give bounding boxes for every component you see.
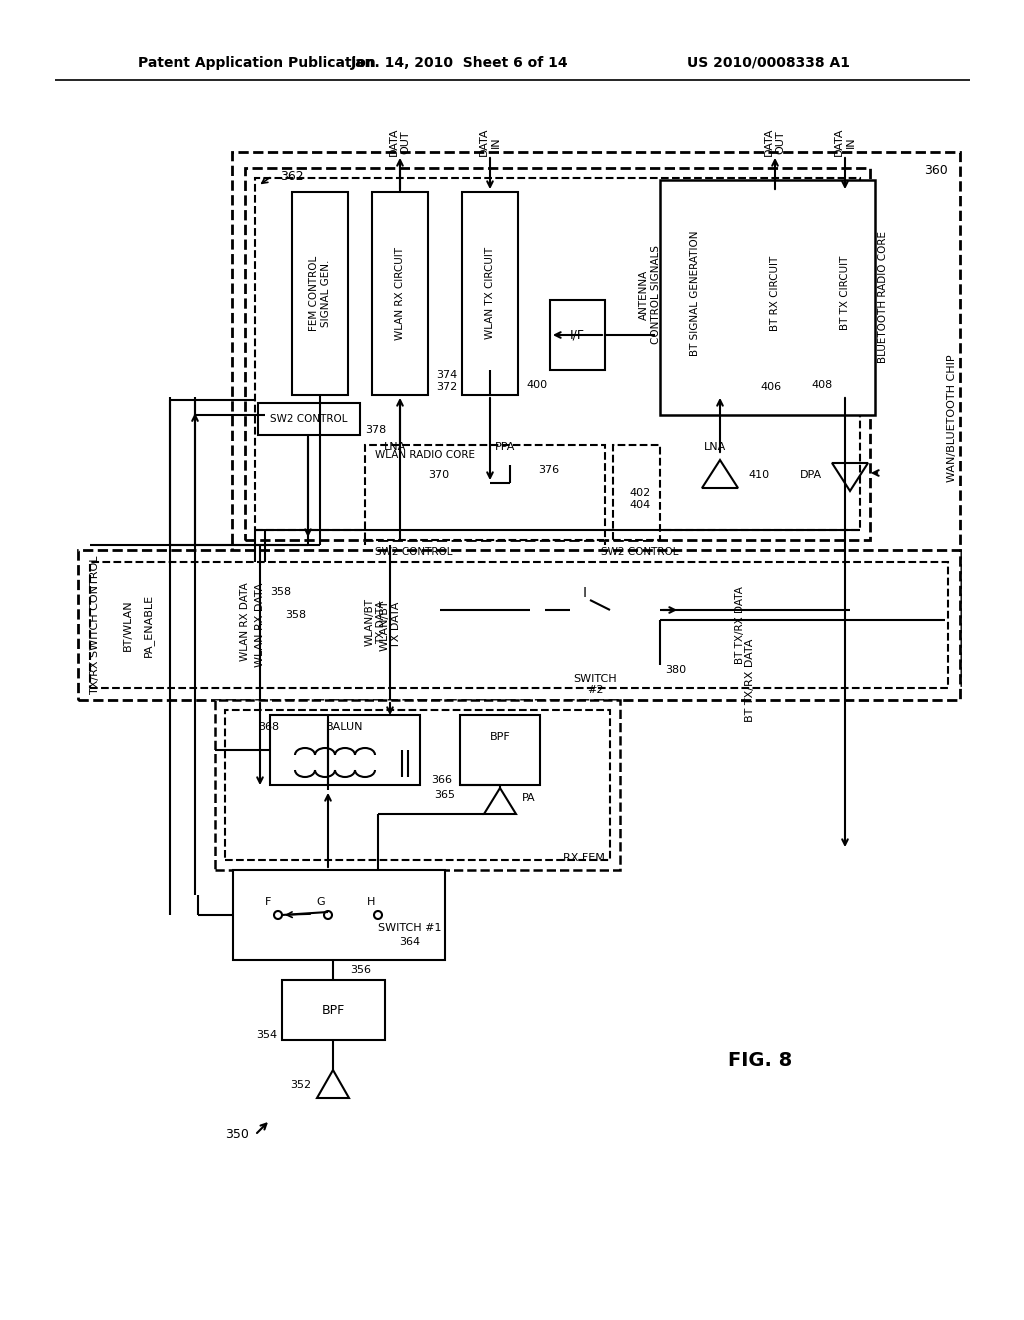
Text: 408: 408 xyxy=(811,380,833,389)
Text: 406: 406 xyxy=(760,381,781,392)
Bar xyxy=(78,550,961,700)
Text: G: G xyxy=(316,898,326,907)
Text: #2: #2 xyxy=(587,685,603,696)
Bar xyxy=(613,445,660,540)
Text: SW2 CONTROL: SW2 CONTROL xyxy=(375,546,453,557)
Bar xyxy=(233,870,445,960)
Bar xyxy=(225,710,610,861)
Text: F: F xyxy=(265,898,271,907)
Text: 378: 378 xyxy=(365,425,386,436)
Text: US 2010/0008338 A1: US 2010/0008338 A1 xyxy=(687,55,850,70)
Text: WLAN/BT
TX DATA: WLAN/BT TX DATA xyxy=(365,598,386,645)
Bar xyxy=(667,191,723,395)
Bar xyxy=(258,403,360,436)
Text: WAN/BLUETOOTH CHIP: WAN/BLUETOOTH CHIP xyxy=(947,354,957,482)
Text: BALUN: BALUN xyxy=(327,722,364,733)
Bar xyxy=(255,178,860,531)
Bar xyxy=(365,445,605,540)
Bar xyxy=(462,191,518,395)
Text: 380: 380 xyxy=(665,665,686,675)
Bar xyxy=(282,979,385,1040)
Text: FEM CONTROL
SIGNAL GEN.: FEM CONTROL SIGNAL GEN. xyxy=(309,255,331,330)
Text: 358: 358 xyxy=(285,610,306,620)
Text: TX/RX SWITCH CONTROL: TX/RX SWITCH CONTROL xyxy=(90,556,100,694)
Bar xyxy=(245,168,870,540)
Text: 374: 374 xyxy=(436,370,458,380)
Text: DATA
IN: DATA IN xyxy=(479,128,501,156)
Text: H: H xyxy=(367,898,375,907)
Text: BT RX CIRCUIT: BT RX CIRCUIT xyxy=(770,255,780,330)
Text: BPF: BPF xyxy=(322,1003,345,1016)
Text: PPA: PPA xyxy=(495,442,515,451)
Text: DATA
OUT: DATA OUT xyxy=(764,128,785,156)
Bar xyxy=(460,715,540,785)
Text: WLAN TX CIRCUIT: WLAN TX CIRCUIT xyxy=(485,247,495,339)
Text: WLAN/BT
TX DATA: WLAN/BT TX DATA xyxy=(379,599,400,651)
Text: 352: 352 xyxy=(290,1080,311,1090)
Text: 372: 372 xyxy=(436,381,458,392)
Text: BT/WLAN: BT/WLAN xyxy=(123,599,133,651)
Text: BT TX/RX DATA: BT TX/RX DATA xyxy=(735,586,745,664)
Text: 358: 358 xyxy=(270,587,291,597)
Bar xyxy=(660,180,874,414)
Text: 360: 360 xyxy=(925,164,948,177)
Text: BT TX CIRCUIT: BT TX CIRCUIT xyxy=(840,256,850,330)
Text: BPF: BPF xyxy=(489,733,510,742)
Bar xyxy=(746,191,803,395)
Text: LNA: LNA xyxy=(384,442,407,451)
Text: 366: 366 xyxy=(431,775,452,785)
Text: WLAN RADIO CORE: WLAN RADIO CORE xyxy=(375,450,475,459)
Text: PA_ENABLE: PA_ENABLE xyxy=(142,594,154,656)
Text: 350: 350 xyxy=(225,1129,249,1142)
Bar xyxy=(292,191,348,395)
Bar xyxy=(550,300,605,370)
Text: 356: 356 xyxy=(350,965,371,975)
Text: DATA
IN: DATA IN xyxy=(835,128,856,156)
Text: SW2 CONTROL: SW2 CONTROL xyxy=(601,546,679,557)
Text: FIG. 8: FIG. 8 xyxy=(728,1051,793,1069)
Bar xyxy=(232,152,961,685)
Text: ANTENNA
CONTROL SIGNALS: ANTENNA CONTROL SIGNALS xyxy=(639,246,660,345)
Text: LNA: LNA xyxy=(703,442,726,451)
Text: BT TX/RX DATA: BT TX/RX DATA xyxy=(745,639,755,722)
Text: 365: 365 xyxy=(434,789,455,800)
Text: DATA
OUT: DATA OUT xyxy=(389,128,411,156)
Text: 362: 362 xyxy=(280,169,304,182)
Text: Jan. 14, 2010  Sheet 6 of 14: Jan. 14, 2010 Sheet 6 of 14 xyxy=(351,55,568,70)
Bar xyxy=(215,700,620,870)
Text: 354: 354 xyxy=(256,1030,278,1040)
Text: BT SIGNAL GENERATION: BT SIGNAL GENERATION xyxy=(690,230,700,356)
Bar xyxy=(270,715,420,785)
Text: 376: 376 xyxy=(538,465,559,475)
Text: DPA: DPA xyxy=(800,470,822,480)
Text: 410: 410 xyxy=(748,470,769,480)
Text: SWITCH #1: SWITCH #1 xyxy=(378,923,441,933)
Text: WLAN RX DATA: WLAN RX DATA xyxy=(240,582,250,661)
Text: I: I xyxy=(583,586,587,601)
Bar xyxy=(825,191,865,395)
Text: 368: 368 xyxy=(258,722,280,733)
Text: 400: 400 xyxy=(526,380,547,389)
Bar xyxy=(372,191,428,395)
Text: Patent Application Publication: Patent Application Publication xyxy=(138,55,376,70)
Text: WLAN RX DATA: WLAN RX DATA xyxy=(255,583,265,667)
Text: WLAN RX CIRCUIT: WLAN RX CIRCUIT xyxy=(395,247,406,339)
Text: BLUETOOTH RADIO CORE: BLUETOOTH RADIO CORE xyxy=(878,231,888,363)
Text: RX FEM: RX FEM xyxy=(563,853,605,863)
Text: 402: 402 xyxy=(630,488,650,498)
Bar xyxy=(530,576,660,665)
Text: PA: PA xyxy=(522,793,536,803)
Bar xyxy=(90,562,948,688)
Text: 404: 404 xyxy=(630,500,650,510)
Text: SWITCH: SWITCH xyxy=(573,675,616,684)
Text: 364: 364 xyxy=(399,937,421,946)
Text: SW2 CONTROL: SW2 CONTROL xyxy=(270,414,348,424)
Text: I/F: I/F xyxy=(569,329,585,342)
Text: 370: 370 xyxy=(428,470,450,480)
